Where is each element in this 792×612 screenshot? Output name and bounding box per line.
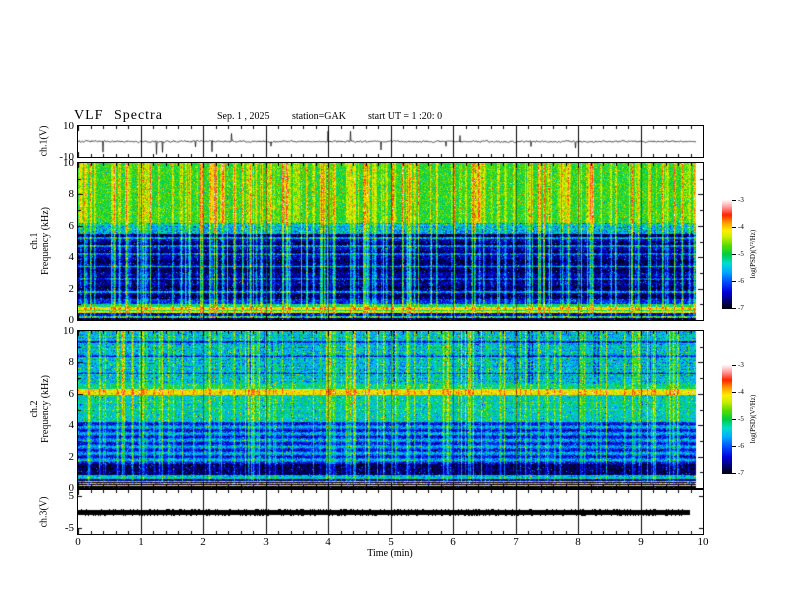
y-tick-label-wave1: 10 xyxy=(63,120,74,132)
colorbar-tick-mark xyxy=(732,281,736,282)
y-tick-label-spec2: 10 xyxy=(63,325,74,337)
page-title: VLF Spectra xyxy=(74,108,163,123)
ylabel-ch1-line2: Frequency (kHz) xyxy=(40,206,51,276)
colorbar-tick-label: -4 xyxy=(738,223,744,231)
x-tick-label: 1 xyxy=(138,536,144,548)
colorbar-ch2 xyxy=(722,364,732,474)
x-tick-label: 7 xyxy=(513,536,519,548)
y-tick-label-spec1: 4 xyxy=(68,251,75,263)
y-tick-label-spec2: 0 xyxy=(68,482,75,494)
header-start-ut: start UT = 1 :20: 0 xyxy=(368,111,443,122)
x-tick-label: 2 xyxy=(200,536,206,548)
header-date: Sep. 1 , 2025 xyxy=(217,111,270,122)
ch3-waveform-plot xyxy=(77,489,704,535)
y-tick-label-spec2: 2 xyxy=(68,451,75,463)
colorbar-tick-mark xyxy=(732,308,736,309)
colorbar-tick-label: -4 xyxy=(738,388,744,396)
colorbar-tick-label: -7 xyxy=(738,469,744,477)
colorbar-tick-label: -5 xyxy=(738,250,744,258)
colorbar-ch2-label: log(PSD)(V²/Hz) xyxy=(749,394,757,444)
colorbar-tick-label: -3 xyxy=(738,196,744,204)
x-tick-label: 8 xyxy=(575,536,581,548)
y-tick-label-spec1: 10 xyxy=(63,157,74,169)
y-tick-label-wave1: -10 xyxy=(59,151,74,163)
colorbar-tick-mark xyxy=(732,227,736,228)
y-tick-label-spec1: 2 xyxy=(68,283,75,295)
colorbar-ch1 xyxy=(722,199,732,309)
colorbar-ch1-label: log(PSD)(V²/Hz) xyxy=(749,229,757,279)
colorbar-tick-mark xyxy=(732,200,736,201)
header-station: station=GAK xyxy=(292,111,346,122)
y-tick-label-spec1: 8 xyxy=(68,188,75,200)
colorbar-tick-mark xyxy=(732,365,736,366)
y-tick-label-spec2: 4 xyxy=(68,419,75,431)
colorbar-tick-label: -6 xyxy=(738,277,744,285)
ylabel-ch2-line1: ch.2 xyxy=(29,400,40,418)
ch1-spectrogram xyxy=(77,162,704,321)
x-tick-label: 0 xyxy=(75,536,81,548)
colorbar-tick-mark xyxy=(732,473,736,474)
y-tick-label-wave3: -5 xyxy=(64,522,74,534)
ch2-spectrogram xyxy=(77,330,704,489)
ylabel-ch2-line2: Frequency (kHz) xyxy=(40,374,51,444)
x-tick-label: 4 xyxy=(325,536,331,548)
colorbar-tick-label: -6 xyxy=(738,442,744,450)
y-tick-label-spec2: 6 xyxy=(68,388,75,400)
colorbar-tick-mark xyxy=(732,446,736,447)
x-tick-label: 9 xyxy=(638,536,644,548)
x-tick-label: 10 xyxy=(697,536,709,548)
x-tick-label: 6 xyxy=(450,536,456,548)
y-tick-label-spec1: 6 xyxy=(68,220,75,232)
colorbar-tick-mark xyxy=(732,254,736,255)
ylabel-ch1-line1: ch.1 xyxy=(29,232,40,250)
colorbar-tick-mark xyxy=(732,419,736,420)
ylabel-ch2-frequency: ch.2 Frequency (kHz) xyxy=(29,375,51,443)
y-tick-label-spec2: 8 xyxy=(68,356,75,368)
ylabel-ch1-frequency: ch.1 Frequency (kHz) xyxy=(29,207,51,275)
x-tick-label: 5 xyxy=(388,536,394,548)
time-axis-label: Time (min) xyxy=(367,548,413,559)
colorbar-tick-mark xyxy=(732,392,736,393)
colorbar-tick-label: -3 xyxy=(738,361,744,369)
y-tick-label-spec1: 0 xyxy=(68,314,75,326)
colorbar-tick-label: -7 xyxy=(738,304,744,312)
y-tick-label-wave3: 5 xyxy=(68,490,75,502)
colorbar-tick-label: -5 xyxy=(738,415,744,423)
ch1-waveform-plot xyxy=(77,125,704,158)
x-tick-label: 3 xyxy=(263,536,269,548)
